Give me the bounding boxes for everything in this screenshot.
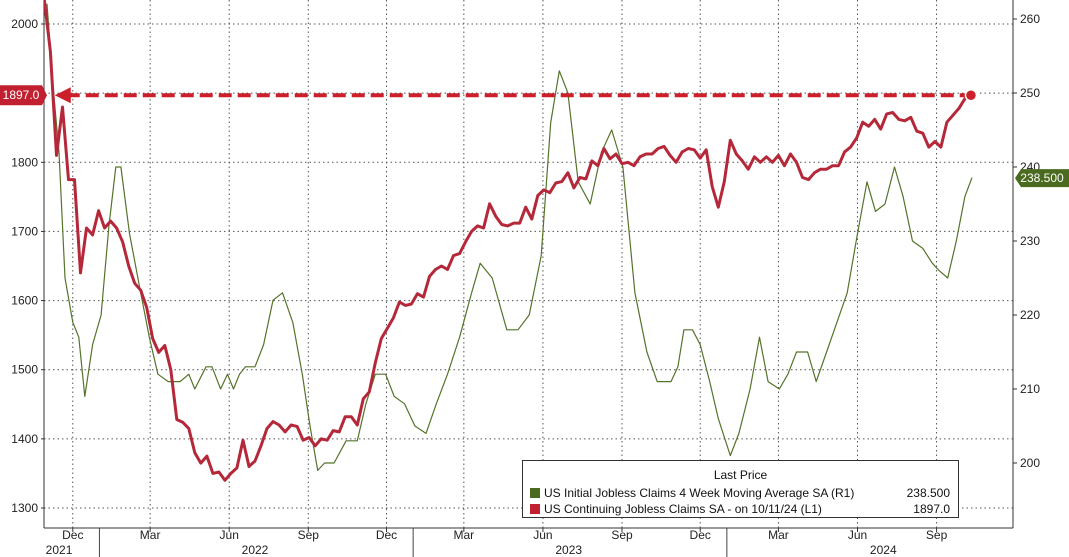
left-tick-label: 1300 — [11, 501, 38, 515]
year-label: 2024 — [870, 543, 897, 557]
x-tick-label: Dec — [690, 528, 711, 542]
last-price-text-continuing-claims: 1897.0 — [3, 88, 40, 102]
left-tick-label: 1400 — [11, 432, 38, 446]
reference-arrow-head — [54, 87, 71, 104]
left-tick-label: 2000 — [11, 17, 38, 31]
last-price-badge-continuing-claims — [0, 85, 47, 106]
x-tick-label: Sep — [611, 528, 633, 542]
legend-title: Last Price — [713, 468, 768, 482]
left-axis: 1300 1400 1500 1600 1700 1800 2000 — [11, 17, 44, 515]
plot-frame — [43, 0, 1014, 529]
x-tick-label: Dec — [376, 528, 397, 542]
right-tick-label: 230 — [1020, 234, 1040, 248]
right-tick-label: 200 — [1020, 456, 1040, 470]
left-tick-label: 1600 — [11, 294, 38, 308]
year-label: 2021 — [46, 543, 73, 557]
legend-label-continuing-claims: US Continuing Jobless Claims SA - on 10/… — [544, 501, 822, 516]
x-tick-label: Mar — [768, 528, 789, 542]
last-price-badge-initial-claims — [1015, 169, 1069, 188]
x-tick-label: Dec — [62, 528, 83, 542]
right-tick-label: 220 — [1020, 308, 1040, 322]
x-tick-label: Mar — [454, 528, 475, 542]
left-tick-label: 1700 — [11, 224, 38, 238]
legend-value-initial-claims: 238.500 — [906, 485, 950, 500]
left-tick-label: 1500 — [11, 363, 38, 377]
legend-label-initial-claims: US Initial Jobless Claims 4 Week Moving … — [544, 485, 855, 500]
left-tick-label: 1800 — [11, 155, 38, 169]
year-label: 2022 — [242, 543, 269, 557]
reference-line-group — [54, 87, 978, 104]
reference-end-dot — [964, 88, 978, 102]
last-price-text-initial-claims: 238.500 — [1020, 171, 1064, 185]
series-line-continuing-claims — [44, 0, 973, 482]
right-tick-label: 210 — [1020, 382, 1040, 396]
x-tick-label: Jun — [848, 528, 867, 542]
series-line-initial-claims — [46, 3, 973, 471]
right-tick-label: 250 — [1020, 86, 1040, 100]
legend: Last Price US Initial Jobless Claims 4 W… — [522, 460, 959, 518]
x-axis: Dec Mar Jun Sep Dec Mar Jun Sep Dec Mar Jun Sep 2021… — [46, 528, 948, 557]
legend-row-initial-claims: US Initial Jobless Claims 4 Week Moving … — [530, 485, 950, 500]
series-lines — [44, 0, 973, 482]
legend-value-continuing-claims: 1897.0 — [913, 501, 950, 516]
last-price-labels: 1897.0 238.500 — [0, 85, 1069, 188]
year-label: 2023 — [555, 543, 582, 557]
x-tick-label: Mar — [140, 528, 161, 542]
legend-swatch-continuing-claims — [530, 503, 540, 514]
x-tick-label: Jun — [220, 528, 239, 542]
grid — [44, 0, 1013, 528]
right-tick-label: 260 — [1020, 12, 1040, 26]
x-tick-label: Sep — [298, 528, 320, 542]
x-tick-label: Sep — [926, 528, 948, 542]
legend-row-continuing-claims: US Continuing Jobless Claims SA - on 10/… — [530, 501, 950, 516]
x-tick-label: Jun — [533, 528, 552, 542]
legend-swatch-initial-claims — [530, 487, 540, 498]
